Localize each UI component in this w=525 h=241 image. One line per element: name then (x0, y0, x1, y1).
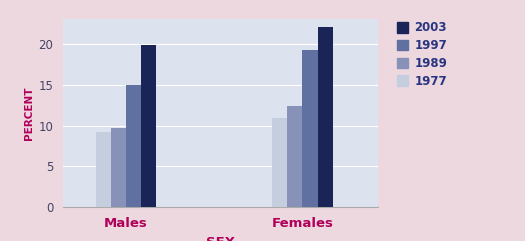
Bar (126, 85, 141, 207)
Bar (111, 128, 126, 207)
Bar (272, 118, 287, 207)
Bar (318, 27, 333, 207)
X-axis label: SEX: SEX (206, 235, 235, 241)
Bar (141, 46, 156, 207)
Y-axis label: PERCENT: PERCENT (24, 87, 34, 140)
Bar (287, 106, 302, 207)
Bar (96, 132, 111, 207)
Bar (302, 49, 318, 207)
Legend: 2003, 1997, 1989, 1977: 2003, 1997, 1989, 1977 (396, 21, 447, 87)
